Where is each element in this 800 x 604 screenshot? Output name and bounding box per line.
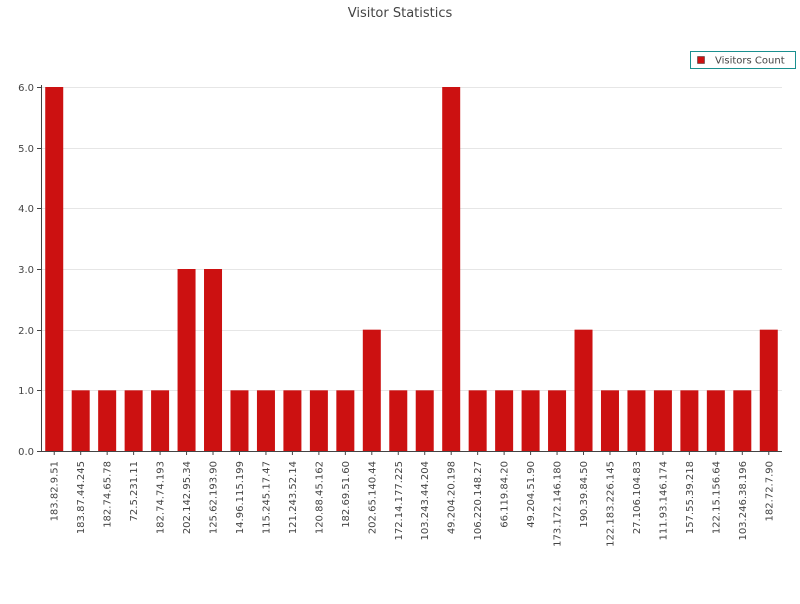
x-tick-label: 182.72.7.90 [764,461,775,521]
bar[interactable] [574,329,593,451]
bar[interactable] [283,390,302,451]
bar[interactable] [653,390,672,451]
bar[interactable] [177,269,196,451]
bar[interactable] [733,390,752,451]
legend-box [690,51,796,69]
x-tick-label: 183.82.9.51 [50,461,61,521]
y-tick-label: 6.0 [18,83,34,94]
bar[interactable] [759,329,778,451]
legend[interactable]: Visitors Count [690,51,796,69]
x-tick-label: 14.96.115.199 [235,461,246,534]
y-tick-label: 2.0 [18,326,34,337]
bar[interactable] [442,87,461,451]
axes [37,85,782,455]
x-tick-labels: 183.82.9.51 183.87.44.245 182.74.65.78 72.5… [50,461,776,547]
y-tick-label: 0.0 [18,447,34,458]
x-tick-label: 72.5.231.11 [129,461,140,521]
bar[interactable] [548,390,567,451]
x-tick-label: 183.87.44.245 [76,461,87,534]
x-tick-label: 66.119.84.20 [500,461,511,528]
x-tick-label: 49.204.20.198 [447,461,458,534]
bar[interactable] [256,390,275,451]
bar[interactable] [204,269,223,451]
y-tick-label: 3.0 [18,265,34,276]
bar[interactable] [415,390,434,451]
bar[interactable] [680,390,699,451]
x-tick-label: 182.74.65.78 [103,461,114,528]
bar[interactable] [230,390,249,451]
chart-title: Visitor Statistics [348,6,453,21]
legend-label: Visitors Count [715,56,785,67]
bar[interactable] [71,390,90,451]
bar[interactable] [151,390,170,451]
y-tick-label: 4.0 [18,204,34,215]
bar[interactable] [124,390,143,451]
y-tick-labels: 0.0 1.0 2.0 3.0 4.0 5.0 6.0 [18,83,34,458]
bar[interactable] [468,390,487,451]
bar[interactable] [309,390,328,451]
x-tick-label: 172.14.177.225 [394,461,405,541]
grid-lines [41,87,782,391]
x-tick-label: 173.172.146.180 [553,461,564,547]
x-tick-label: 122.183.226.145 [605,461,616,547]
x-tick-label: 115.245.17.47 [261,461,272,534]
bar[interactable] [706,390,725,451]
x-tick-label: 120.88.45.162 [314,461,325,534]
bars-group [45,87,778,451]
x-tick-label: 27.106.104.83 [632,461,643,534]
x-tick-label: 125.62.193.90 [209,461,220,534]
x-tick-label: 202.65.140.44 [367,461,378,534]
x-tick-label: 157.55.39.218 [685,461,696,534]
x-tick-label: 190.39.84.50 [579,461,590,528]
x-tick-label: 103.246.38.196 [738,461,749,541]
x-tick-label: 103.243.44.204 [420,461,431,541]
x-tick-label: 182.69.51.60 [341,461,352,528]
x-tick-label: 121.243.52.14 [288,461,299,534]
bar[interactable] [336,390,355,451]
bar[interactable] [521,390,540,451]
x-tick-label: 122.15.156.64 [711,461,722,534]
bar[interactable] [389,390,408,451]
legend-swatch [697,56,705,64]
bar[interactable] [600,390,619,451]
bar[interactable] [362,329,381,451]
bar[interactable] [98,390,117,451]
x-tick-label: 202.142.95.34 [182,461,193,534]
y-tick-label: 5.0 [18,144,34,155]
bar[interactable] [495,390,514,451]
y-tick-label: 1.0 [18,386,34,397]
x-tick-label: 111.93.146.174 [658,461,669,541]
x-tick-label: 106.220.148.27 [473,461,484,541]
bar[interactable] [45,87,64,451]
x-tick-label: 49.204.51.90 [526,461,537,528]
bar[interactable] [627,390,646,451]
x-tick-label: 182.74.74.193 [156,461,167,534]
